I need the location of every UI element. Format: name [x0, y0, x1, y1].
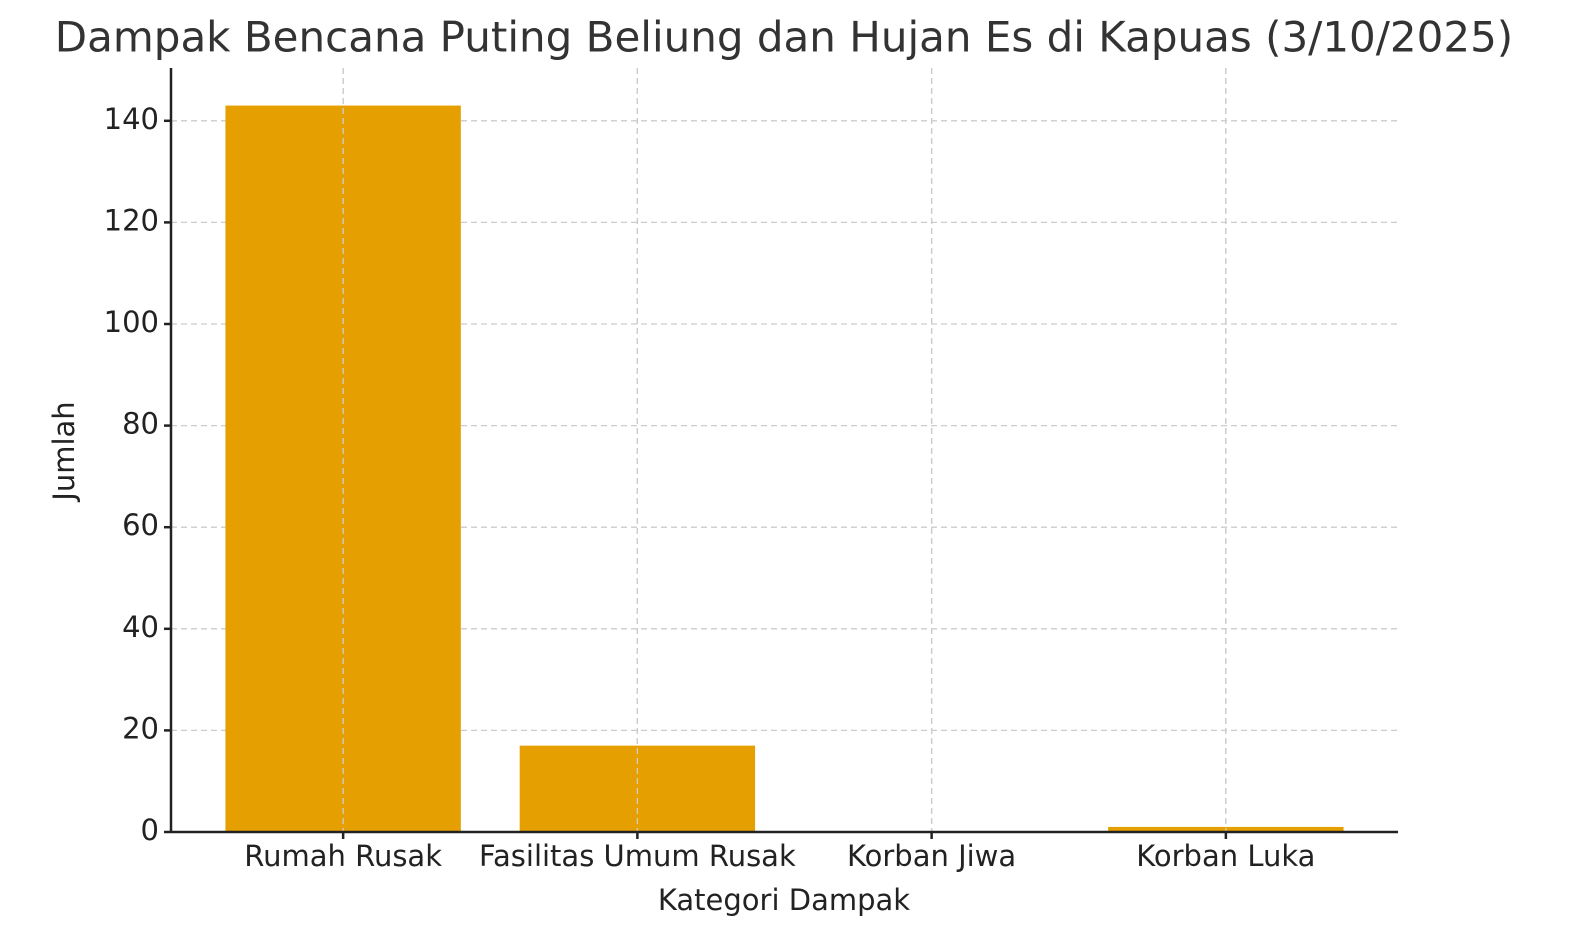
- x-tick-label: Korban Luka: [1136, 839, 1315, 873]
- x-tick-label: Fasilitas Umum Rusak: [479, 839, 796, 873]
- x-tick-label: Rumah Rusak: [244, 839, 442, 873]
- y-tick-label: 140: [104, 102, 159, 136]
- y-axis-label: Jumlah: [47, 401, 81, 502]
- x-tick-label: Korban Jiwa: [847, 839, 1016, 873]
- x-axis-label: Kategori Dampak: [658, 883, 910, 917]
- y-tick-label: 80: [122, 407, 159, 441]
- y-tick-label: 0: [141, 813, 159, 847]
- y-tick-label: 20: [122, 711, 159, 745]
- chart-title: Dampak Bencana Puting Beliung dan Hujan …: [55, 13, 1513, 62]
- y-tick-label: 40: [122, 610, 159, 644]
- y-tick-label: 100: [104, 305, 159, 339]
- y-tick-label: 120: [104, 203, 159, 237]
- y-tick-label: 60: [122, 508, 159, 542]
